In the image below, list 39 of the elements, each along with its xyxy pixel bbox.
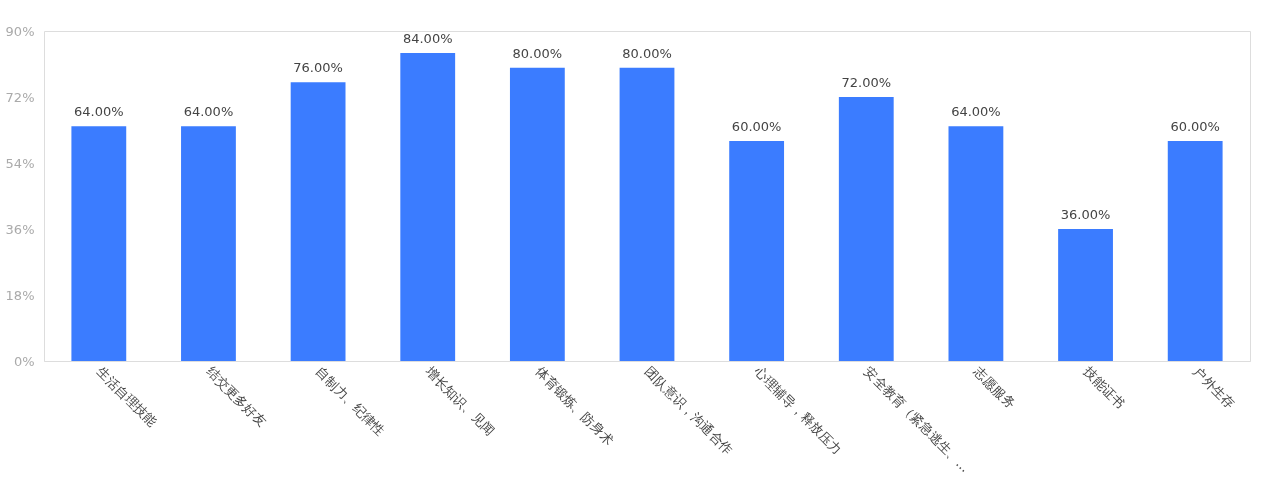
data-label: 80.00% xyxy=(512,45,563,61)
bar xyxy=(509,67,565,361)
bar xyxy=(838,97,894,361)
data-label: 60.00% xyxy=(1170,119,1220,134)
data-label: 36.00% xyxy=(1060,207,1111,222)
x-tick-label: 安全教育（紧急逃生、... xyxy=(861,363,973,476)
data-label: 64.00% xyxy=(951,104,1001,120)
bar xyxy=(181,126,236,361)
x-tick-label: 户外生存 xyxy=(1190,363,1238,412)
bar xyxy=(290,82,346,361)
data-label: 64.00% xyxy=(183,104,234,120)
x-tick-label: 增长知识、见闻 xyxy=(422,363,498,439)
x-tick-label: 志愿服务 xyxy=(970,363,1019,412)
y-tick-label: 90% xyxy=(5,23,35,39)
bar xyxy=(729,141,785,361)
data-label: 64.00% xyxy=(74,104,124,120)
x-tick-label: 生活自理技能 xyxy=(93,363,160,430)
data-label: 84.00% xyxy=(402,31,453,46)
y-tick-label: 18% xyxy=(5,287,35,303)
bar xyxy=(400,53,456,361)
data-label: 76.00% xyxy=(293,60,343,76)
x-tick-label: 自制力、纪律性 xyxy=(313,363,389,439)
x-tick-label: 团队意识，沟通合作 xyxy=(642,363,736,458)
x-tick-label: 心理辅导，释放压力 xyxy=(750,363,846,458)
y-tick-label: 36% xyxy=(5,221,35,237)
bar xyxy=(1058,229,1113,361)
bar xyxy=(948,126,1004,361)
data-label: 72.00% xyxy=(841,75,892,90)
y-tick-label: 72% xyxy=(5,89,35,105)
bar xyxy=(71,126,127,361)
y-tick-label: 0% xyxy=(13,353,35,369)
x-tick-label: 体育锻炼、防身术 xyxy=(532,363,617,448)
bar xyxy=(1167,141,1223,361)
x-tick-label: 技能证书 xyxy=(1079,363,1128,412)
y-tick-label: 54% xyxy=(5,155,35,171)
bar xyxy=(619,67,675,361)
x-tick-label: 结交更多好友 xyxy=(203,363,270,430)
data-label: 80.00% xyxy=(622,45,672,61)
data-label: 60.00% xyxy=(731,119,782,134)
